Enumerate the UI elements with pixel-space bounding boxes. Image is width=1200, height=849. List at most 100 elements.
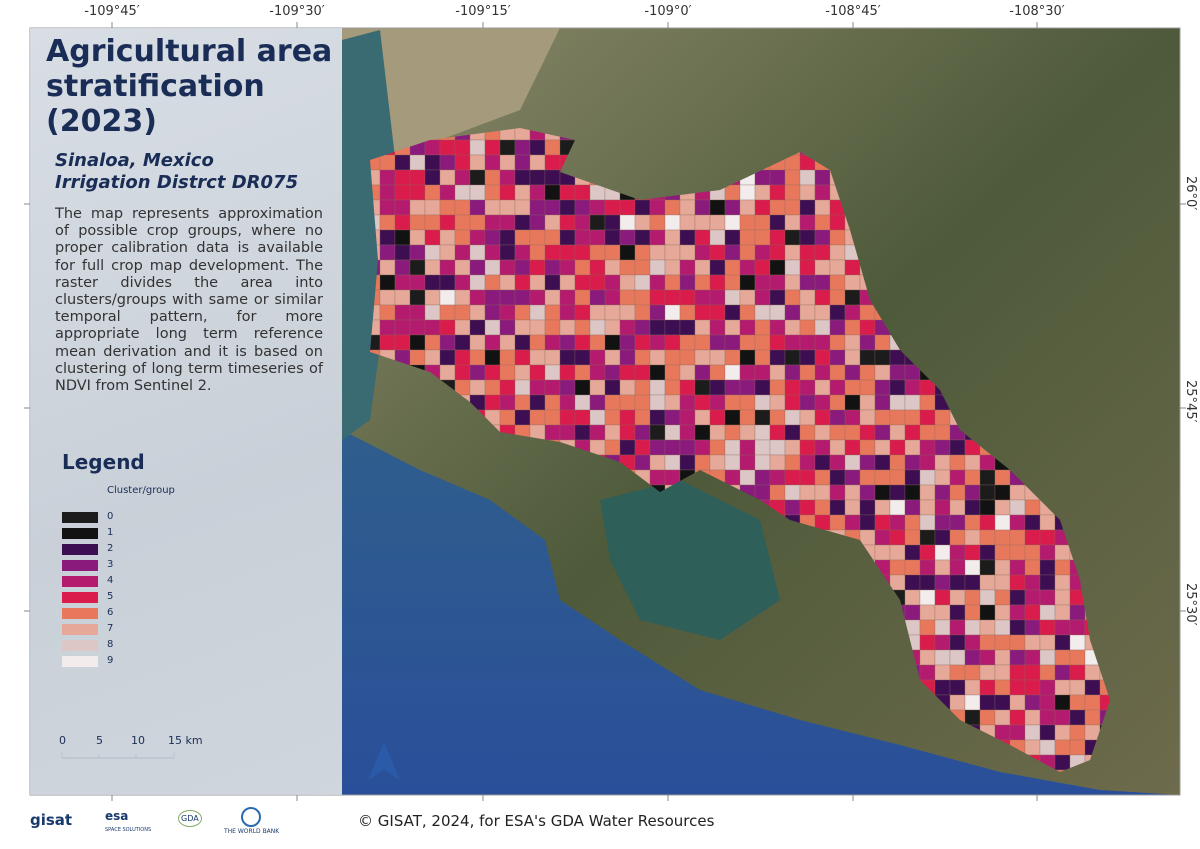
field-patch xyxy=(754,439,771,456)
field-patch xyxy=(829,379,846,396)
field-patch xyxy=(1054,694,1071,711)
field-patch xyxy=(799,439,816,456)
legend-swatch xyxy=(62,576,98,587)
field-patch xyxy=(484,184,501,201)
field-patch xyxy=(964,454,981,471)
field-patch xyxy=(934,604,951,621)
field-patch xyxy=(634,454,651,471)
field-patch xyxy=(934,649,951,666)
field-patch xyxy=(394,319,411,336)
field-patch xyxy=(454,154,471,171)
field-patch xyxy=(1024,694,1041,711)
field-patch xyxy=(439,259,456,276)
field-patch xyxy=(919,439,936,456)
field-patch xyxy=(724,199,741,216)
field-patch xyxy=(634,379,651,396)
field-patch xyxy=(409,289,426,306)
field-patch xyxy=(724,289,741,306)
field-patch xyxy=(1009,499,1026,516)
field-patch xyxy=(379,169,396,186)
field-patch xyxy=(739,394,756,411)
field-patch xyxy=(679,214,696,231)
field-patch xyxy=(499,289,516,306)
field-patch xyxy=(769,169,786,186)
field-patch xyxy=(1069,649,1086,666)
field-patch xyxy=(604,199,621,216)
field-patch xyxy=(409,154,426,171)
field-patch xyxy=(484,319,501,336)
field-patch xyxy=(544,304,561,321)
field-patch xyxy=(574,229,591,246)
field-patch xyxy=(424,274,441,291)
field-patch xyxy=(919,454,936,471)
field-patch xyxy=(1039,604,1056,621)
field-patch xyxy=(784,499,801,516)
field-patch xyxy=(889,364,906,381)
longitude-label: -109°0′ xyxy=(644,4,692,19)
field-patch xyxy=(799,499,816,516)
field-patch xyxy=(724,394,741,411)
field-patch xyxy=(874,544,891,561)
field-patch xyxy=(859,319,876,336)
field-patch xyxy=(724,214,741,231)
field-patch xyxy=(409,304,426,321)
field-patch xyxy=(694,259,711,276)
field-patch xyxy=(784,169,801,186)
field-patch xyxy=(1039,544,1056,561)
field-patch xyxy=(754,334,771,351)
field-patch xyxy=(589,379,606,396)
field-patch xyxy=(769,349,786,366)
legend-swatch xyxy=(62,608,98,619)
field-patch xyxy=(394,274,411,291)
field-patch xyxy=(559,289,576,306)
field-patch xyxy=(724,454,741,471)
field-patch xyxy=(649,199,666,216)
field-patch xyxy=(379,229,396,246)
field-patch xyxy=(649,334,666,351)
field-patch xyxy=(904,499,921,516)
field-patch xyxy=(874,529,891,546)
field-patch xyxy=(964,649,981,666)
field-patch xyxy=(514,394,531,411)
field-patch xyxy=(634,334,651,351)
field-patch xyxy=(649,244,666,261)
field-patch xyxy=(784,319,801,336)
field-patch xyxy=(1054,544,1071,561)
field-patch xyxy=(619,229,636,246)
field-patch xyxy=(454,184,471,201)
field-patch xyxy=(739,274,756,291)
field-patch xyxy=(724,244,741,261)
field-patch xyxy=(739,184,756,201)
field-patch xyxy=(439,274,456,291)
field-patch xyxy=(769,229,786,246)
field-patch xyxy=(874,469,891,486)
field-patch xyxy=(979,649,996,666)
field-patch xyxy=(844,364,861,381)
field-patch xyxy=(1009,604,1026,621)
field-patch xyxy=(484,139,501,156)
field-patch xyxy=(814,394,831,411)
field-patch xyxy=(529,214,546,231)
field-patch xyxy=(1084,709,1101,726)
credit: © GISAT, 2024, for ESA's GDA Water Resou… xyxy=(358,812,715,830)
field-patch xyxy=(829,394,846,411)
field-patch xyxy=(514,319,531,336)
field-patch xyxy=(724,469,741,486)
field-patch xyxy=(379,259,396,276)
field-patch xyxy=(709,349,726,366)
north-arrow xyxy=(368,742,400,780)
legend-swatch xyxy=(62,512,98,523)
field-patch xyxy=(979,484,996,501)
field-patch xyxy=(1054,574,1071,591)
dry-land xyxy=(342,28,560,180)
scale-label: 0 xyxy=(59,734,66,747)
field-patch xyxy=(664,274,681,291)
field-patch xyxy=(799,304,816,321)
field-patch xyxy=(889,574,906,591)
field-patch xyxy=(574,364,591,381)
field-patch xyxy=(829,244,846,261)
legend-label: 7 xyxy=(107,623,114,634)
field-patch xyxy=(814,334,831,351)
field-patch xyxy=(709,454,726,471)
field-patch xyxy=(514,229,531,246)
